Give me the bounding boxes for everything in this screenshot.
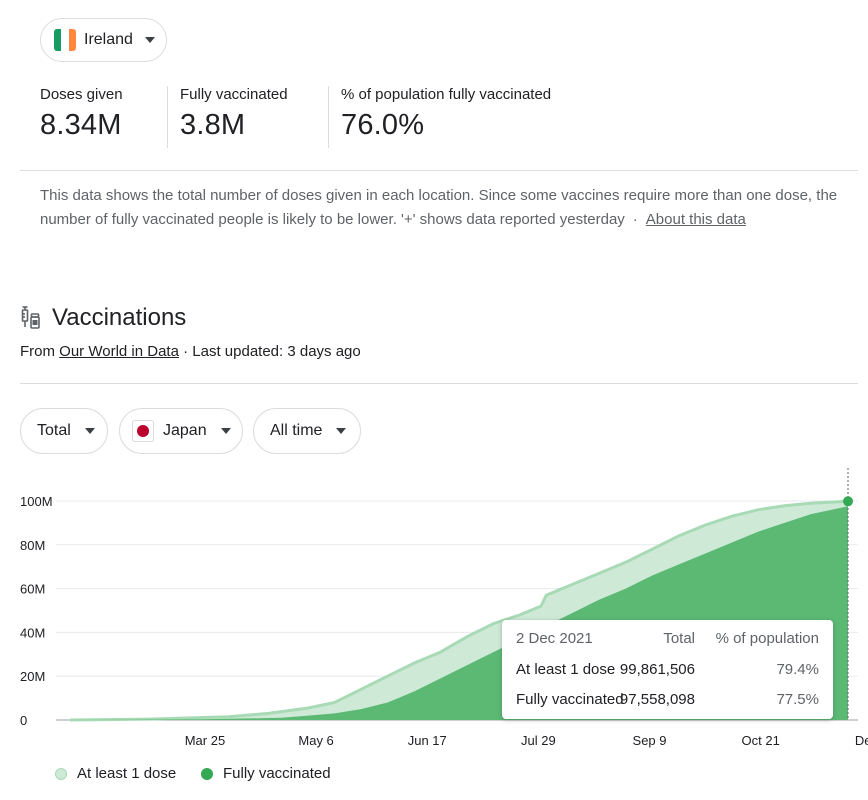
chart-tooltip: 2 Dec 2021 Total % of population At leas… bbox=[502, 620, 833, 719]
stat-divider bbox=[328, 86, 329, 148]
dropdown-arrow-icon bbox=[84, 428, 95, 434]
hover-marker bbox=[843, 496, 853, 507]
y-tick-label: 40M bbox=[20, 625, 45, 640]
stat-divider bbox=[167, 86, 168, 148]
dropdown-arrow-icon bbox=[144, 37, 155, 43]
divider bbox=[20, 383, 858, 384]
country-filter-label: Japan bbox=[163, 422, 207, 439]
divider bbox=[20, 170, 858, 171]
x-tick-label: Mar 25 bbox=[185, 733, 225, 748]
syringe-vial-icon bbox=[21, 306, 40, 329]
section-title: Vaccinations bbox=[52, 304, 187, 331]
x-tick-label: Oct 21 bbox=[742, 733, 780, 748]
legend-fully-vaccinated: Fully vaccinated bbox=[201, 765, 331, 782]
note-separator: · bbox=[632, 211, 638, 228]
stat-value: 76.0% bbox=[341, 109, 425, 141]
section-header: Vaccinations bbox=[20, 304, 186, 332]
source-prefix: From bbox=[20, 343, 55, 360]
metric-filter[interactable]: Total bbox=[20, 408, 108, 454]
stat-value: 8.34M bbox=[40, 109, 122, 141]
y-tick-label: 100M bbox=[20, 494, 53, 509]
x-tick-label: May 6 bbox=[298, 733, 333, 748]
tooltip-row-at-least-one: At least 1 dose 99,861,506 79.4% bbox=[516, 661, 819, 681]
stat-label: % of population fully vaccinated bbox=[341, 86, 552, 103]
source-line: From Our World in Data · Last updated: 3… bbox=[20, 343, 361, 360]
stat-label: Fully vaccinated bbox=[180, 86, 288, 103]
tooltip-col-total: Total bbox=[663, 630, 695, 647]
last-updated: · Last updated: 3 days ago bbox=[183, 343, 361, 360]
stat-label: Doses given bbox=[40, 86, 123, 103]
y-tick-label: 80M bbox=[20, 538, 45, 553]
stat-percent-population: % of population fully vaccinated 76.0% bbox=[341, 86, 551, 142]
flag-disc bbox=[137, 425, 149, 437]
tooltip-col-pct: % of population bbox=[715, 630, 819, 647]
tooltip-header: 2 Dec 2021 Total % of population bbox=[516, 630, 819, 650]
japan-flag-icon bbox=[132, 420, 154, 442]
flag-stripe-green bbox=[54, 29, 62, 51]
tooltip-row-label: Fully vaccinated bbox=[516, 691, 624, 708]
stat-value: 3.8M bbox=[180, 109, 246, 141]
tooltip-date: 2 Dec 2021 bbox=[516, 630, 593, 647]
x-tick-label: Jul 29 bbox=[521, 733, 556, 748]
legend-swatch bbox=[201, 767, 213, 780]
x-tick-label: Jun 17 bbox=[408, 733, 447, 748]
tooltip-row-total: 97,558,098 bbox=[619, 691, 695, 708]
metric-filter-label: Total bbox=[37, 422, 71, 439]
note-text: This data shows the total number of dose… bbox=[40, 187, 838, 228]
tooltip-row-fully: Fully vaccinated 97,558,098 77.5% bbox=[516, 691, 819, 711]
source-link[interactable]: Our World in Data bbox=[59, 343, 179, 360]
series-line-at-least-one-dose bbox=[69, 499, 849, 722]
y-tick-label: 60M bbox=[20, 582, 45, 597]
legend-label: Fully vaccinated bbox=[223, 765, 331, 782]
data-note: This data shows the total number of dose… bbox=[40, 184, 850, 232]
ireland-flag-icon bbox=[54, 29, 76, 51]
country-filter[interactable]: Japan bbox=[119, 408, 243, 454]
y-tick-label: 20M bbox=[20, 669, 45, 684]
dropdown-arrow-icon bbox=[336, 428, 347, 434]
x-tick-label: Sep 9 bbox=[633, 733, 667, 748]
time-range-filter-label: All time bbox=[270, 422, 323, 439]
flag-stripe-orange bbox=[68, 29, 76, 51]
y-tick-label: 0 bbox=[20, 713, 27, 728]
stat-doses-given: Doses given 8.34M bbox=[40, 86, 123, 142]
flag-stripe-white bbox=[61, 29, 69, 51]
tooltip-row-label: At least 1 dose bbox=[516, 661, 616, 678]
location-label: Ireland bbox=[84, 31, 133, 48]
legend-at-least-one: At least 1 dose bbox=[55, 765, 176, 782]
time-range-filter[interactable]: All time bbox=[253, 408, 361, 454]
legend-label: At least 1 dose bbox=[77, 765, 177, 782]
tooltip-row-pct: 77.5% bbox=[776, 691, 819, 708]
tooltip-row-total: 99,861,506 bbox=[619, 661, 695, 678]
dropdown-arrow-icon bbox=[220, 428, 231, 434]
stat-fully-vaccinated: Fully vaccinated 3.8M bbox=[180, 86, 288, 142]
tooltip-row-pct: 79.4% bbox=[776, 661, 819, 678]
location-selector[interactable]: Ireland bbox=[40, 18, 167, 62]
x-tick-label: Dec 2 bbox=[855, 733, 868, 748]
about-this-data-link[interactable]: About this data bbox=[645, 211, 746, 228]
legend-swatch bbox=[55, 767, 67, 780]
